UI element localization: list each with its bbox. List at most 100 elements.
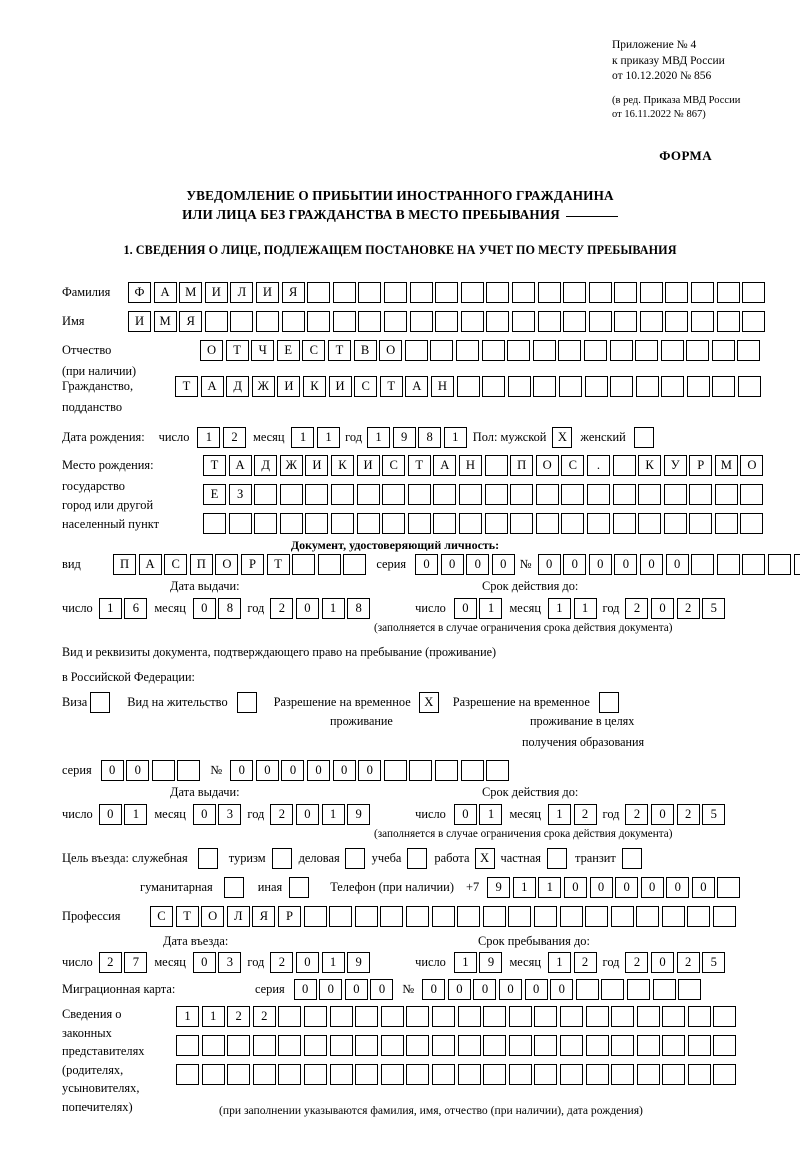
char-cell[interactable]: 2 <box>98 952 122 973</box>
char-cell[interactable] <box>433 513 457 534</box>
char-cell[interactable] <box>278 1035 302 1056</box>
char-cell[interactable]: П <box>510 455 534 476</box>
char-cell[interactable]: 0 <box>440 554 464 575</box>
char-cell[interactable]: А <box>153 282 177 303</box>
char-cell[interactable] <box>534 1006 558 1027</box>
char-cell[interactable] <box>584 376 608 397</box>
char-cell[interactable]: С <box>302 340 326 361</box>
char-cell[interactable]: 0 <box>589 877 613 898</box>
char-cell[interactable] <box>482 376 506 397</box>
char-cell[interactable]: 0 <box>307 760 331 781</box>
char-cell[interactable] <box>278 1006 302 1027</box>
char-cell[interactable] <box>534 1064 558 1085</box>
char-cell[interactable] <box>177 760 201 781</box>
char-cell[interactable] <box>279 513 303 534</box>
char-cell[interactable] <box>660 340 684 361</box>
char-cell[interactable]: Я <box>281 282 305 303</box>
char-cell[interactable] <box>358 311 382 332</box>
char-cell[interactable] <box>508 1035 532 1056</box>
char-cell[interactable] <box>409 282 433 303</box>
char-cell[interactable] <box>532 340 556 361</box>
char-cell[interactable] <box>687 1064 711 1085</box>
char-cell[interactable]: 1 <box>291 427 315 448</box>
sex-female-checkbox[interactable] <box>633 427 654 448</box>
char-cell[interactable]: И <box>204 282 228 303</box>
char-cell[interactable]: Д <box>254 455 278 476</box>
char-cell[interactable]: 0 <box>293 979 317 1000</box>
char-cell[interactable] <box>343 554 367 575</box>
char-cell[interactable] <box>678 979 702 1000</box>
char-cell[interactable]: 0 <box>100 760 124 781</box>
char-cell[interactable]: И <box>277 376 301 397</box>
char-cell[interactable]: 0 <box>422 979 446 1000</box>
char-cell[interactable]: 5 <box>702 952 726 973</box>
char-cell[interactable]: П <box>189 554 213 575</box>
char-cell[interactable] <box>716 311 740 332</box>
char-cell[interactable]: Ж <box>279 455 303 476</box>
char-cell[interactable]: 2 <box>625 952 649 973</box>
char-cell[interactable]: 1 <box>321 598 345 619</box>
char-cell[interactable]: 0 <box>640 877 664 898</box>
char-cell[interactable] <box>636 906 660 927</box>
char-cell[interactable] <box>535 484 559 505</box>
purpose-other-checkbox[interactable] <box>289 877 310 898</box>
char-cell[interactable] <box>561 484 585 505</box>
char-cell[interactable] <box>435 311 459 332</box>
char-cell[interactable]: Я <box>179 311 203 332</box>
char-cell[interactable] <box>455 340 479 361</box>
char-cell[interactable] <box>662 1064 686 1085</box>
char-cell[interactable]: . <box>586 455 610 476</box>
char-cell[interactable]: 3 <box>218 804 242 825</box>
char-cell[interactable] <box>255 311 279 332</box>
char-cell[interactable] <box>559 1064 583 1085</box>
char-cell[interactable]: Р <box>689 455 713 476</box>
char-cell[interactable] <box>614 282 638 303</box>
char-cell[interactable]: К <box>638 455 662 476</box>
char-cell[interactable] <box>711 340 735 361</box>
char-cell[interactable] <box>687 906 711 927</box>
char-cell[interactable] <box>510 513 534 534</box>
char-cell[interactable]: 0 <box>358 760 382 781</box>
char-cell[interactable]: 0 <box>344 979 368 1000</box>
char-cell[interactable]: 0 <box>295 804 319 825</box>
char-cell[interactable]: О <box>535 455 559 476</box>
char-cell[interactable]: 0 <box>563 554 587 575</box>
char-cell[interactable] <box>738 376 762 397</box>
char-cell[interactable] <box>460 282 484 303</box>
char-cell[interactable] <box>305 513 329 534</box>
char-cell[interactable] <box>458 513 482 534</box>
char-cell[interactable] <box>610 906 634 927</box>
char-cell[interactable]: 0 <box>666 877 690 898</box>
char-cell[interactable]: П <box>113 554 136 575</box>
char-cell[interactable]: И <box>255 282 279 303</box>
char-cell[interactable]: 0 <box>319 979 343 1000</box>
char-cell[interactable] <box>380 1064 404 1085</box>
char-cell[interactable] <box>638 484 662 505</box>
char-cell[interactable]: А <box>405 376 429 397</box>
char-cell[interactable]: 1 <box>538 877 562 898</box>
char-cell[interactable]: И <box>356 455 380 476</box>
char-cell[interactable]: 0 <box>453 804 477 825</box>
char-cell[interactable]: 2 <box>625 804 649 825</box>
char-cell[interactable] <box>329 1006 353 1027</box>
char-cell[interactable] <box>663 484 687 505</box>
char-cell[interactable] <box>713 1064 737 1085</box>
char-cell[interactable] <box>585 1035 609 1056</box>
char-cell[interactable] <box>482 906 506 927</box>
char-cell[interactable] <box>330 484 354 505</box>
char-cell[interactable] <box>663 513 687 534</box>
char-cell[interactable] <box>356 513 380 534</box>
char-cell[interactable]: 1 <box>547 804 571 825</box>
